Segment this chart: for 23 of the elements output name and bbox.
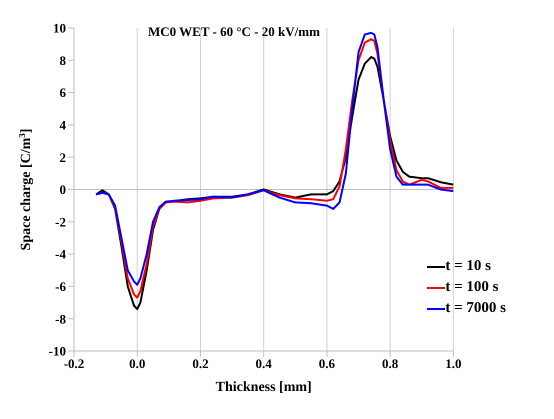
x-tick-label: 0.6 (318, 356, 336, 372)
y-tick-label: 6 (60, 85, 66, 100)
chart-title: MC0 WET - 60 °C - 20 kV/mm (148, 24, 320, 39)
x-tick-label: 0.4 (256, 356, 272, 372)
y-tick-label: -8 (55, 311, 66, 326)
x-tick-label: 0.2 (192, 356, 209, 372)
y-tick-label: 0 (60, 182, 66, 198)
y-tick-label: -6 (55, 279, 66, 294)
legend-label: t = 100 s (445, 279, 498, 296)
y-tick-label: -10 (48, 344, 66, 359)
legend-label: t = 10 s (445, 258, 491, 275)
y-tick-label: 10 (53, 20, 66, 36)
y-tick-label: 4 (60, 118, 66, 133)
y-tick-label: -2 (55, 214, 66, 230)
x-tick-label: 0.8 (382, 356, 399, 372)
x-tick-label: -0.2 (64, 356, 84, 372)
y-tick-label: -4 (55, 246, 66, 262)
x-axis-title: Thickness [mm] (216, 380, 312, 395)
x-tick-label: 0.0 (129, 356, 146, 372)
x-tick-label: 1.0 (445, 356, 462, 372)
y-tick-label: 8 (60, 52, 66, 68)
legend-label: t = 7000 s (445, 300, 506, 317)
y-tick-label: 2 (60, 150, 66, 165)
